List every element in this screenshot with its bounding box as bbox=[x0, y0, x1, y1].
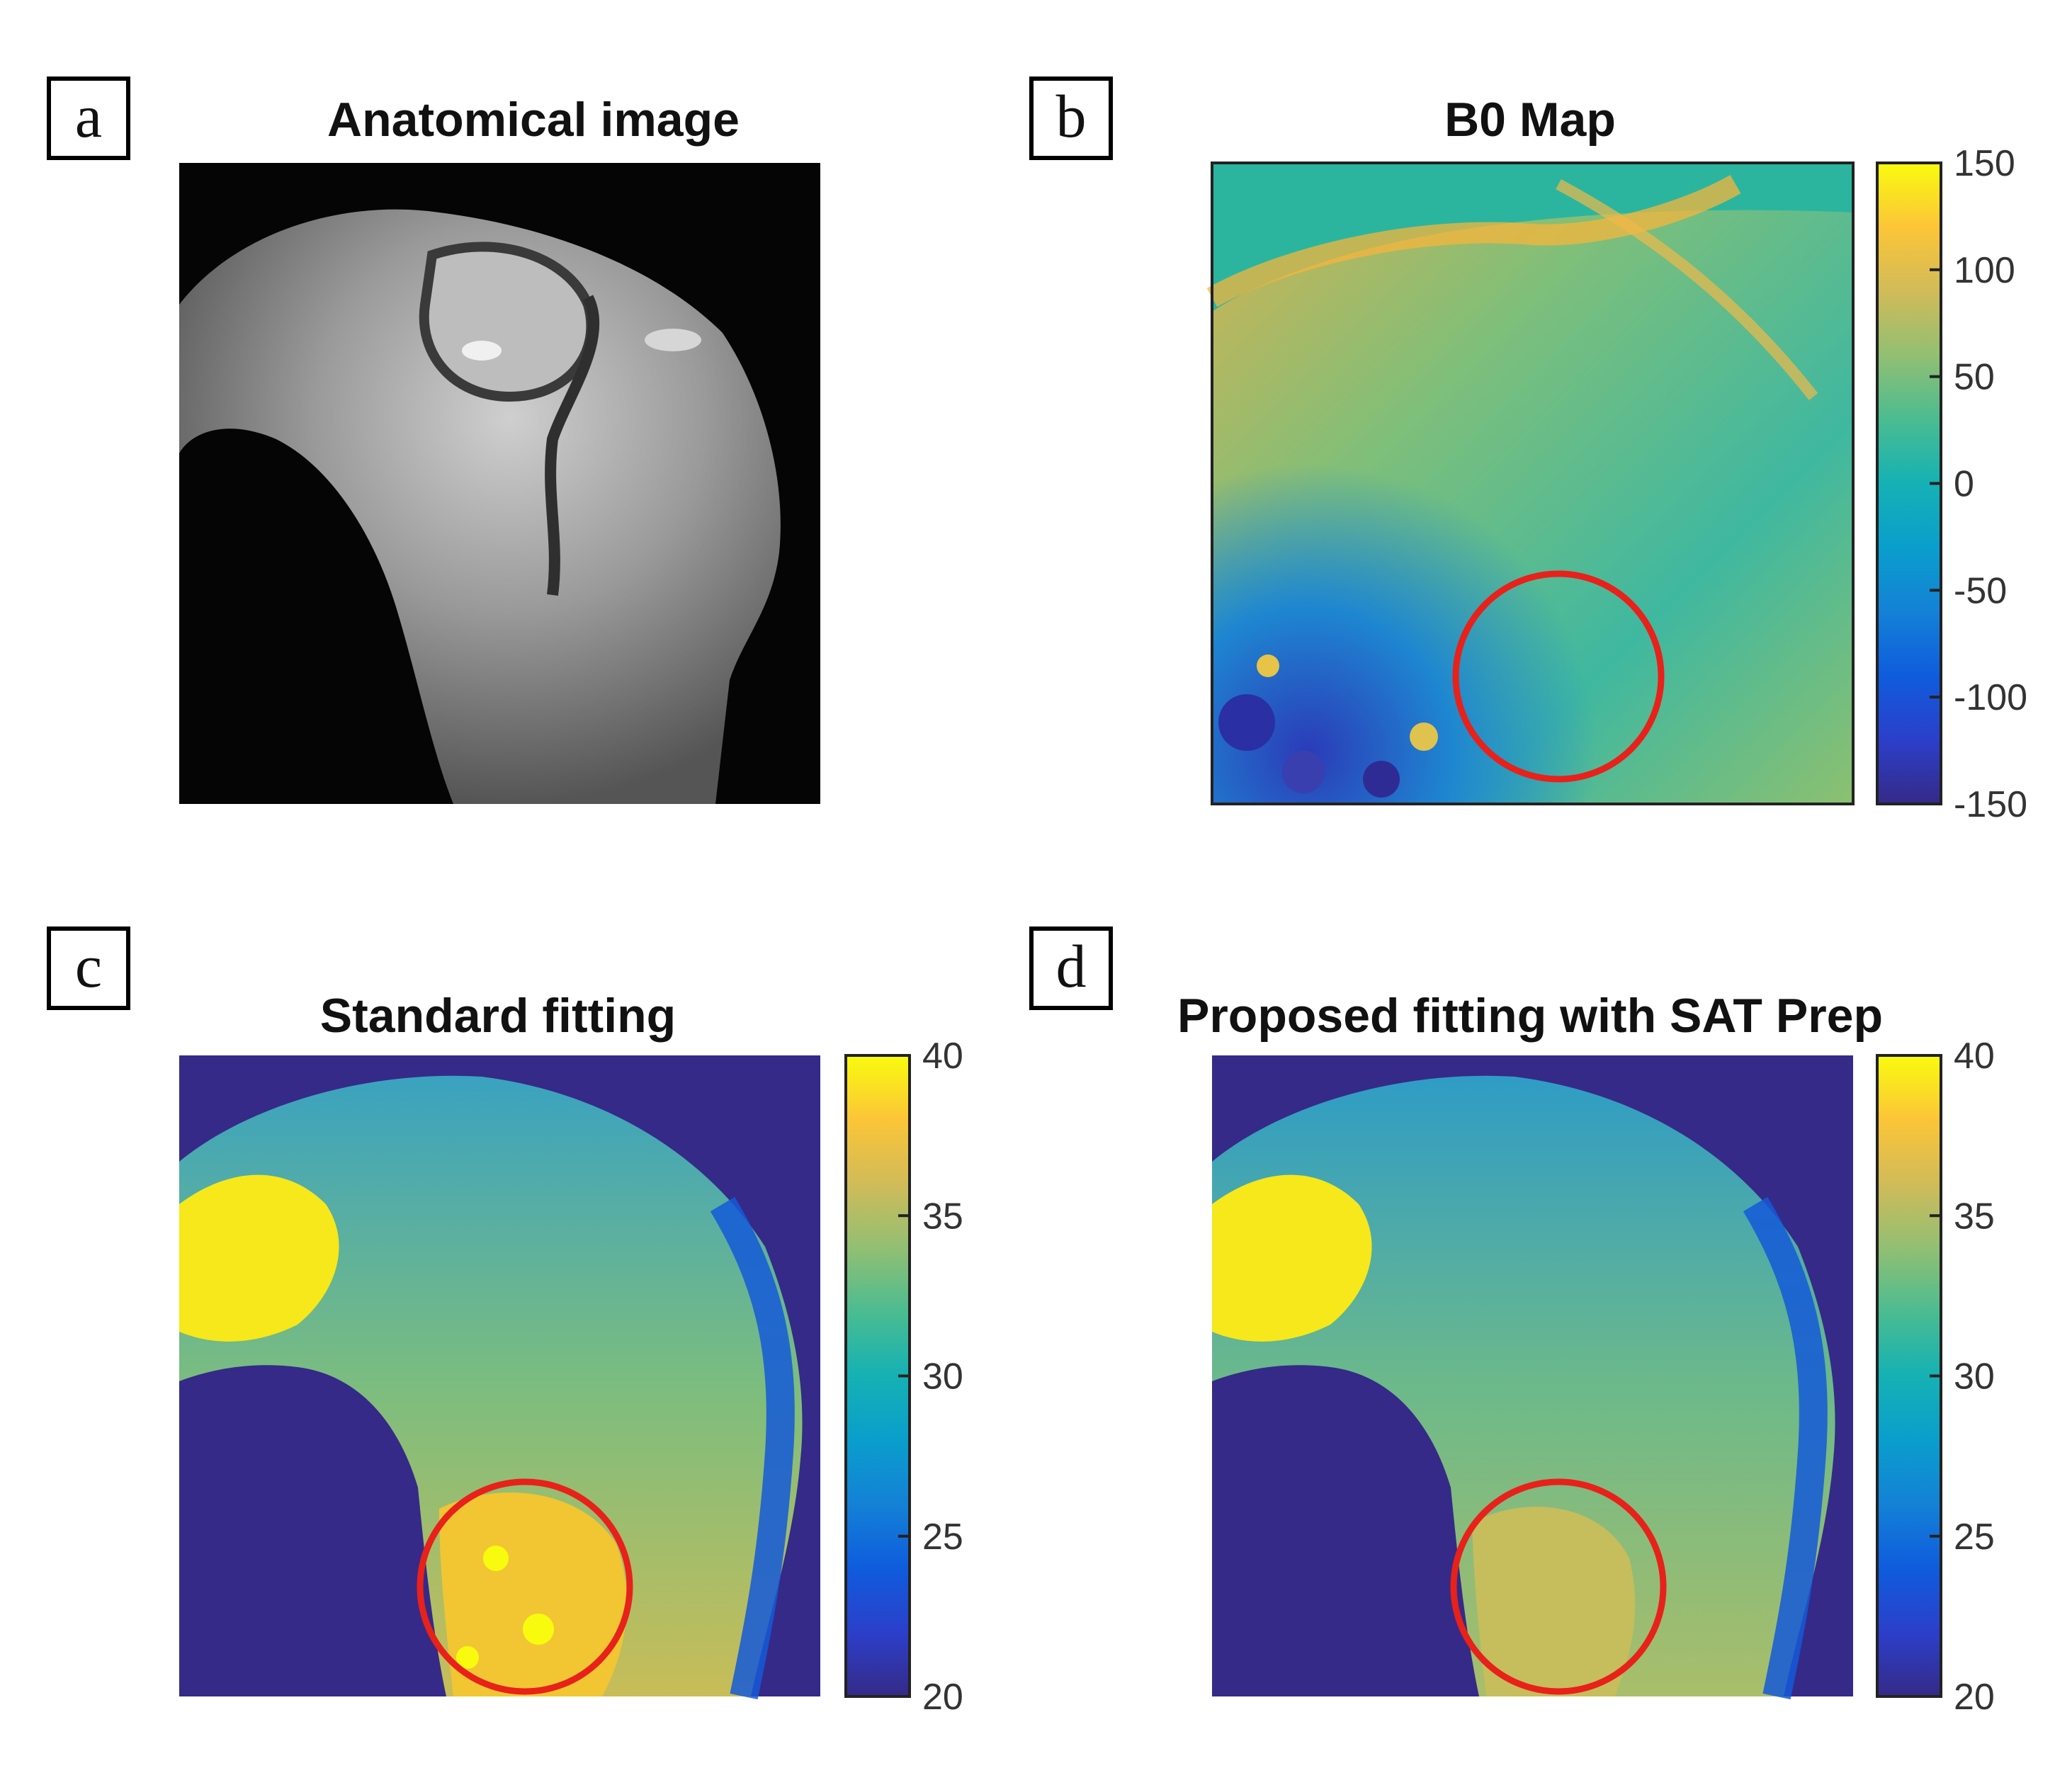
colorbar-d-tick-label: 35 bbox=[1954, 1196, 1995, 1237]
colorbar-b-tick-label: 50 bbox=[1954, 357, 1995, 398]
colorbar-b-tick-label: 150 bbox=[1954, 143, 2015, 184]
anatomical-image bbox=[179, 163, 820, 804]
standard-fitting-image bbox=[179, 1055, 820, 1700]
colorbar-d-tick-label: 25 bbox=[1954, 1517, 1995, 1558]
colorbar-c-tick-label: 40 bbox=[922, 1036, 963, 1077]
colorbar-b-tick-label: 100 bbox=[1954, 250, 2015, 291]
colorbar-c-tick-label: 30 bbox=[922, 1356, 963, 1398]
panel-title-a: Anatomical image bbox=[327, 93, 740, 147]
colorbar-b-tick-label: -50 bbox=[1954, 570, 2007, 611]
b0-map-frame bbox=[1211, 162, 1855, 805]
roi-circle-d bbox=[1450, 1478, 1667, 1695]
panel-label-c: c bbox=[47, 926, 130, 1010]
roi-circle-c bbox=[417, 1478, 633, 1695]
colorbar-b-tick-label: 0 bbox=[1954, 464, 1974, 505]
colorbar-c-tick-label: 20 bbox=[922, 1677, 963, 1718]
colorbar-b-tick-label: -150 bbox=[1954, 784, 2027, 825]
colorbar-c-tick-label: 25 bbox=[922, 1517, 963, 1558]
panel-title-d: Proposed fitting with SAT Prep bbox=[1177, 989, 1884, 1043]
panel-label-a: a bbox=[47, 76, 130, 160]
panel-title-b: B0 Map bbox=[1444, 93, 1616, 147]
colorbar-b: 150 100 50 0 -50 -100 -150 bbox=[1876, 143, 2027, 825]
proposed-fitting-image bbox=[1212, 1055, 1853, 1700]
panel-title-c: Standard fitting bbox=[319, 989, 676, 1043]
colorbar-c-tick-label: 35 bbox=[922, 1196, 963, 1237]
roi-circle-b bbox=[1452, 570, 1665, 783]
b0-map-image bbox=[1206, 163, 1853, 804]
colorbar-d-tick-label: 40 bbox=[1954, 1036, 1995, 1077]
colorbar-b-tick-label: -100 bbox=[1954, 677, 2027, 718]
panel-label-d: d bbox=[1029, 926, 1113, 1010]
colorbar-d-tick-label: 20 bbox=[1954, 1677, 1995, 1718]
colorbar-d: 40 35 30 25 20 bbox=[1876, 1036, 1995, 1718]
colorbar-d-tick-label: 30 bbox=[1954, 1356, 1995, 1398]
colorbar-c: 40 35 30 25 20 bbox=[844, 1036, 963, 1718]
panel-label-b: b bbox=[1029, 76, 1113, 160]
